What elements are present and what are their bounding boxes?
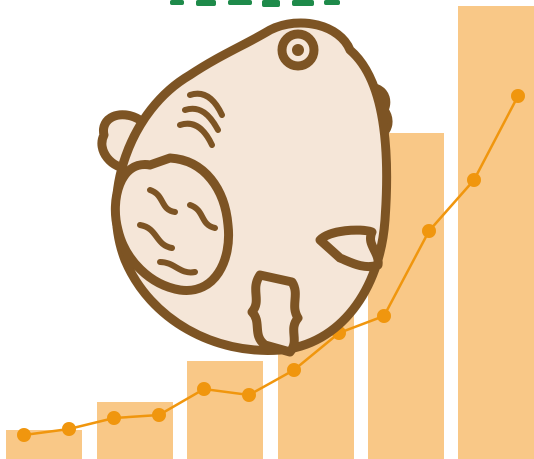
bar xyxy=(458,6,534,459)
point xyxy=(197,382,211,396)
bird xyxy=(97,18,393,357)
point xyxy=(511,89,525,103)
foot-right xyxy=(315,225,383,272)
point xyxy=(62,422,76,436)
bar xyxy=(187,361,263,459)
title-fragment xyxy=(170,0,340,7)
wing-feathers xyxy=(137,187,218,276)
point xyxy=(17,428,31,442)
point xyxy=(377,309,391,323)
point xyxy=(422,224,436,238)
point xyxy=(287,363,301,377)
pupil xyxy=(292,44,304,56)
neck-feathers xyxy=(177,90,225,148)
foot-left xyxy=(247,270,303,357)
wing xyxy=(110,153,234,295)
point xyxy=(107,411,121,425)
line xyxy=(23,95,520,437)
point xyxy=(467,173,481,187)
point xyxy=(152,408,166,422)
point xyxy=(242,388,256,402)
